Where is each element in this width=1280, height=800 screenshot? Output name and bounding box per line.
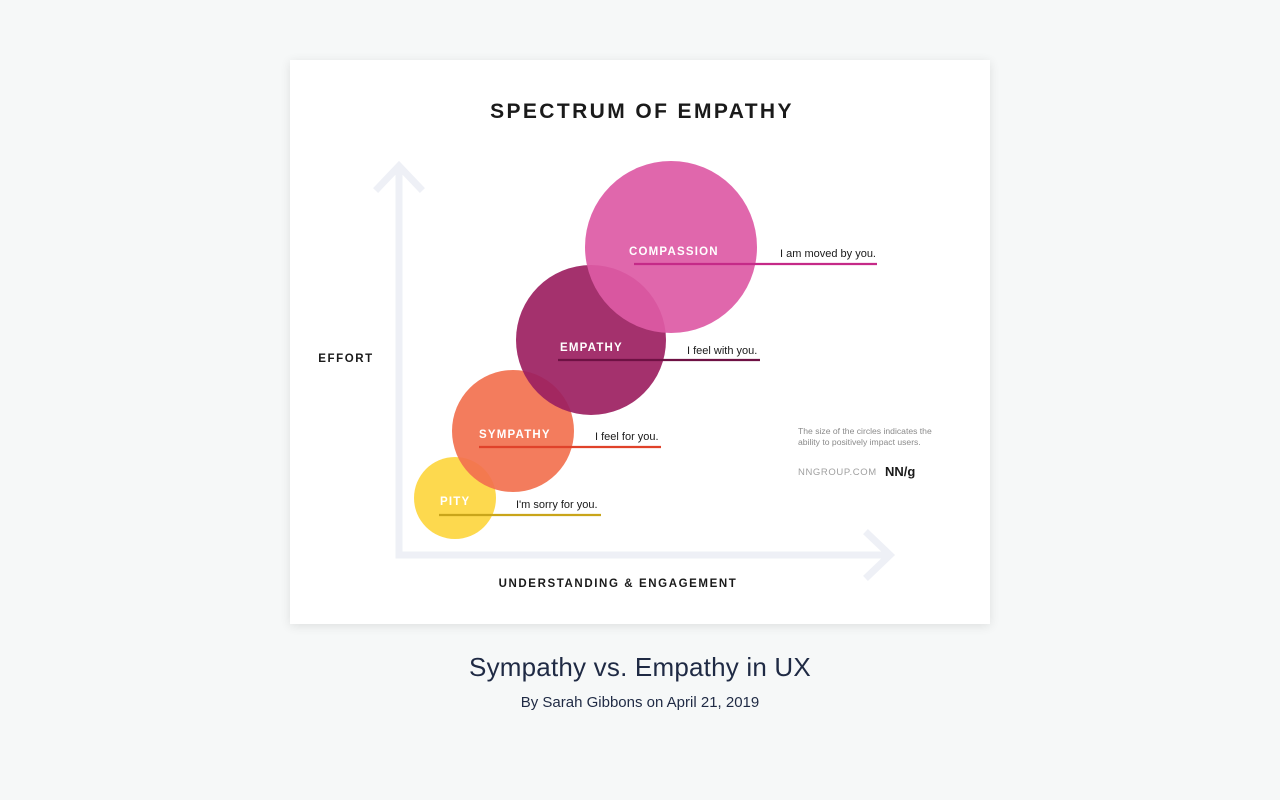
label-empathy: EMPATHY <box>560 342 623 354</box>
y-axis-label: EFFORT <box>318 353 374 365</box>
phrase-sympathy: I feel for you. <box>595 431 659 443</box>
spectrum-diagram: SPECTRUM OF EMPATHY EFFORT UNDERSTANDING… <box>318 100 932 590</box>
circles <box>414 161 757 539</box>
x-axis-arrow-icon <box>863 529 896 581</box>
note-line-2: ability to positively impact users. <box>798 437 921 447</box>
phrase-empathy: I feel with you. <box>687 345 757 357</box>
x-axis-label: UNDERSTANDING & ENGAGEMENT <box>499 578 738 590</box>
circle-sympathy <box>452 370 574 492</box>
article-byline: By Sarah Gibbons on April 21, 2019 <box>520 694 760 711</box>
note-line-1: The size of the circles indicates the <box>798 426 932 436</box>
label-sympathy: SYMPATHY <box>479 429 551 441</box>
phrase-compassion: I am moved by you. <box>780 248 876 260</box>
diagram-card: SPECTRUM OF EMPATHY EFFORT UNDERSTANDING… <box>290 60 990 624</box>
caption: Sympathy vs. Empathy in UX By Sarah Gibb… <box>0 648 1280 718</box>
y-axis-arrow-icon <box>373 160 425 193</box>
diagram-title: SPECTRUM OF EMPATHY <box>490 100 794 123</box>
site-label: NNGROUP.COM <box>798 467 877 478</box>
label-compassion: COMPASSION <box>629 246 719 258</box>
label-pity: PITY <box>440 496 470 508</box>
underlines <box>439 262 877 517</box>
phrase-pity: I'm sorry for you. <box>516 499 598 511</box>
circle-compassion <box>585 161 757 333</box>
article-title[interactable]: Sympathy vs. Empathy in UX <box>469 652 811 682</box>
nng-logo: NN/g <box>885 464 915 479</box>
axes <box>373 160 896 581</box>
